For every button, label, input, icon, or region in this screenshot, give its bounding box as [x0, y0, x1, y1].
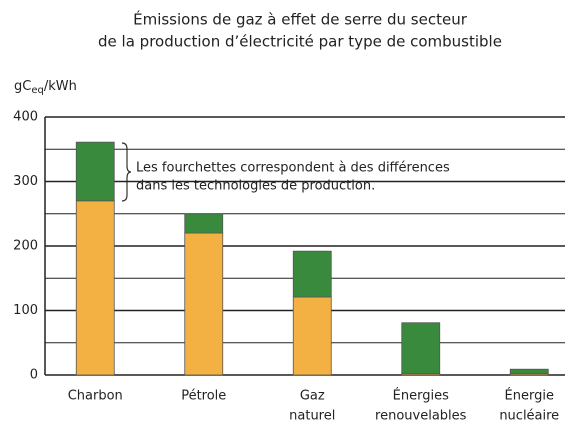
chart-title: de la production d’électricité par type … — [98, 33, 502, 51]
y-tick-label: 400 — [13, 110, 38, 125]
x-tick-label: Charbon — [68, 389, 123, 404]
y-label-part: gC — [14, 79, 31, 94]
brace — [121, 142, 132, 202]
bar-segment — [401, 322, 441, 375]
bar-segment — [75, 200, 115, 376]
x-tick-label: renouvelables — [375, 409, 467, 424]
bar-segment — [75, 141, 115, 202]
y-tick-label: 300 — [13, 174, 38, 189]
x-tick-label: nucléaire — [499, 409, 559, 424]
bar-segment — [509, 368, 549, 375]
chart-title: Émissions de gaz à effet de serre du sec… — [133, 10, 468, 29]
x-tick-label: Gaz — [300, 389, 325, 404]
y-tick-label: 200 — [13, 239, 38, 254]
x-tick-label: Énergie — [505, 388, 554, 404]
bar-segment — [184, 232, 224, 376]
bar-segment — [184, 213, 224, 234]
y-label-sub: eq — [31, 85, 44, 96]
bar-segment — [292, 296, 332, 376]
x-tick-label: naturel — [289, 409, 335, 424]
y-label-part: /kWh — [44, 79, 77, 94]
y-axis-label: gCeq/kWh — [14, 79, 77, 97]
x-tick-label: Énergies — [393, 388, 449, 404]
y-tick-label: 0 — [30, 368, 38, 383]
x-tick-label: Pétrole — [181, 389, 226, 404]
y-tick-label: 100 — [13, 303, 38, 318]
bar-segment — [292, 250, 332, 298]
annotation: Les fourchettes correspondent à des diff… — [136, 161, 450, 176]
